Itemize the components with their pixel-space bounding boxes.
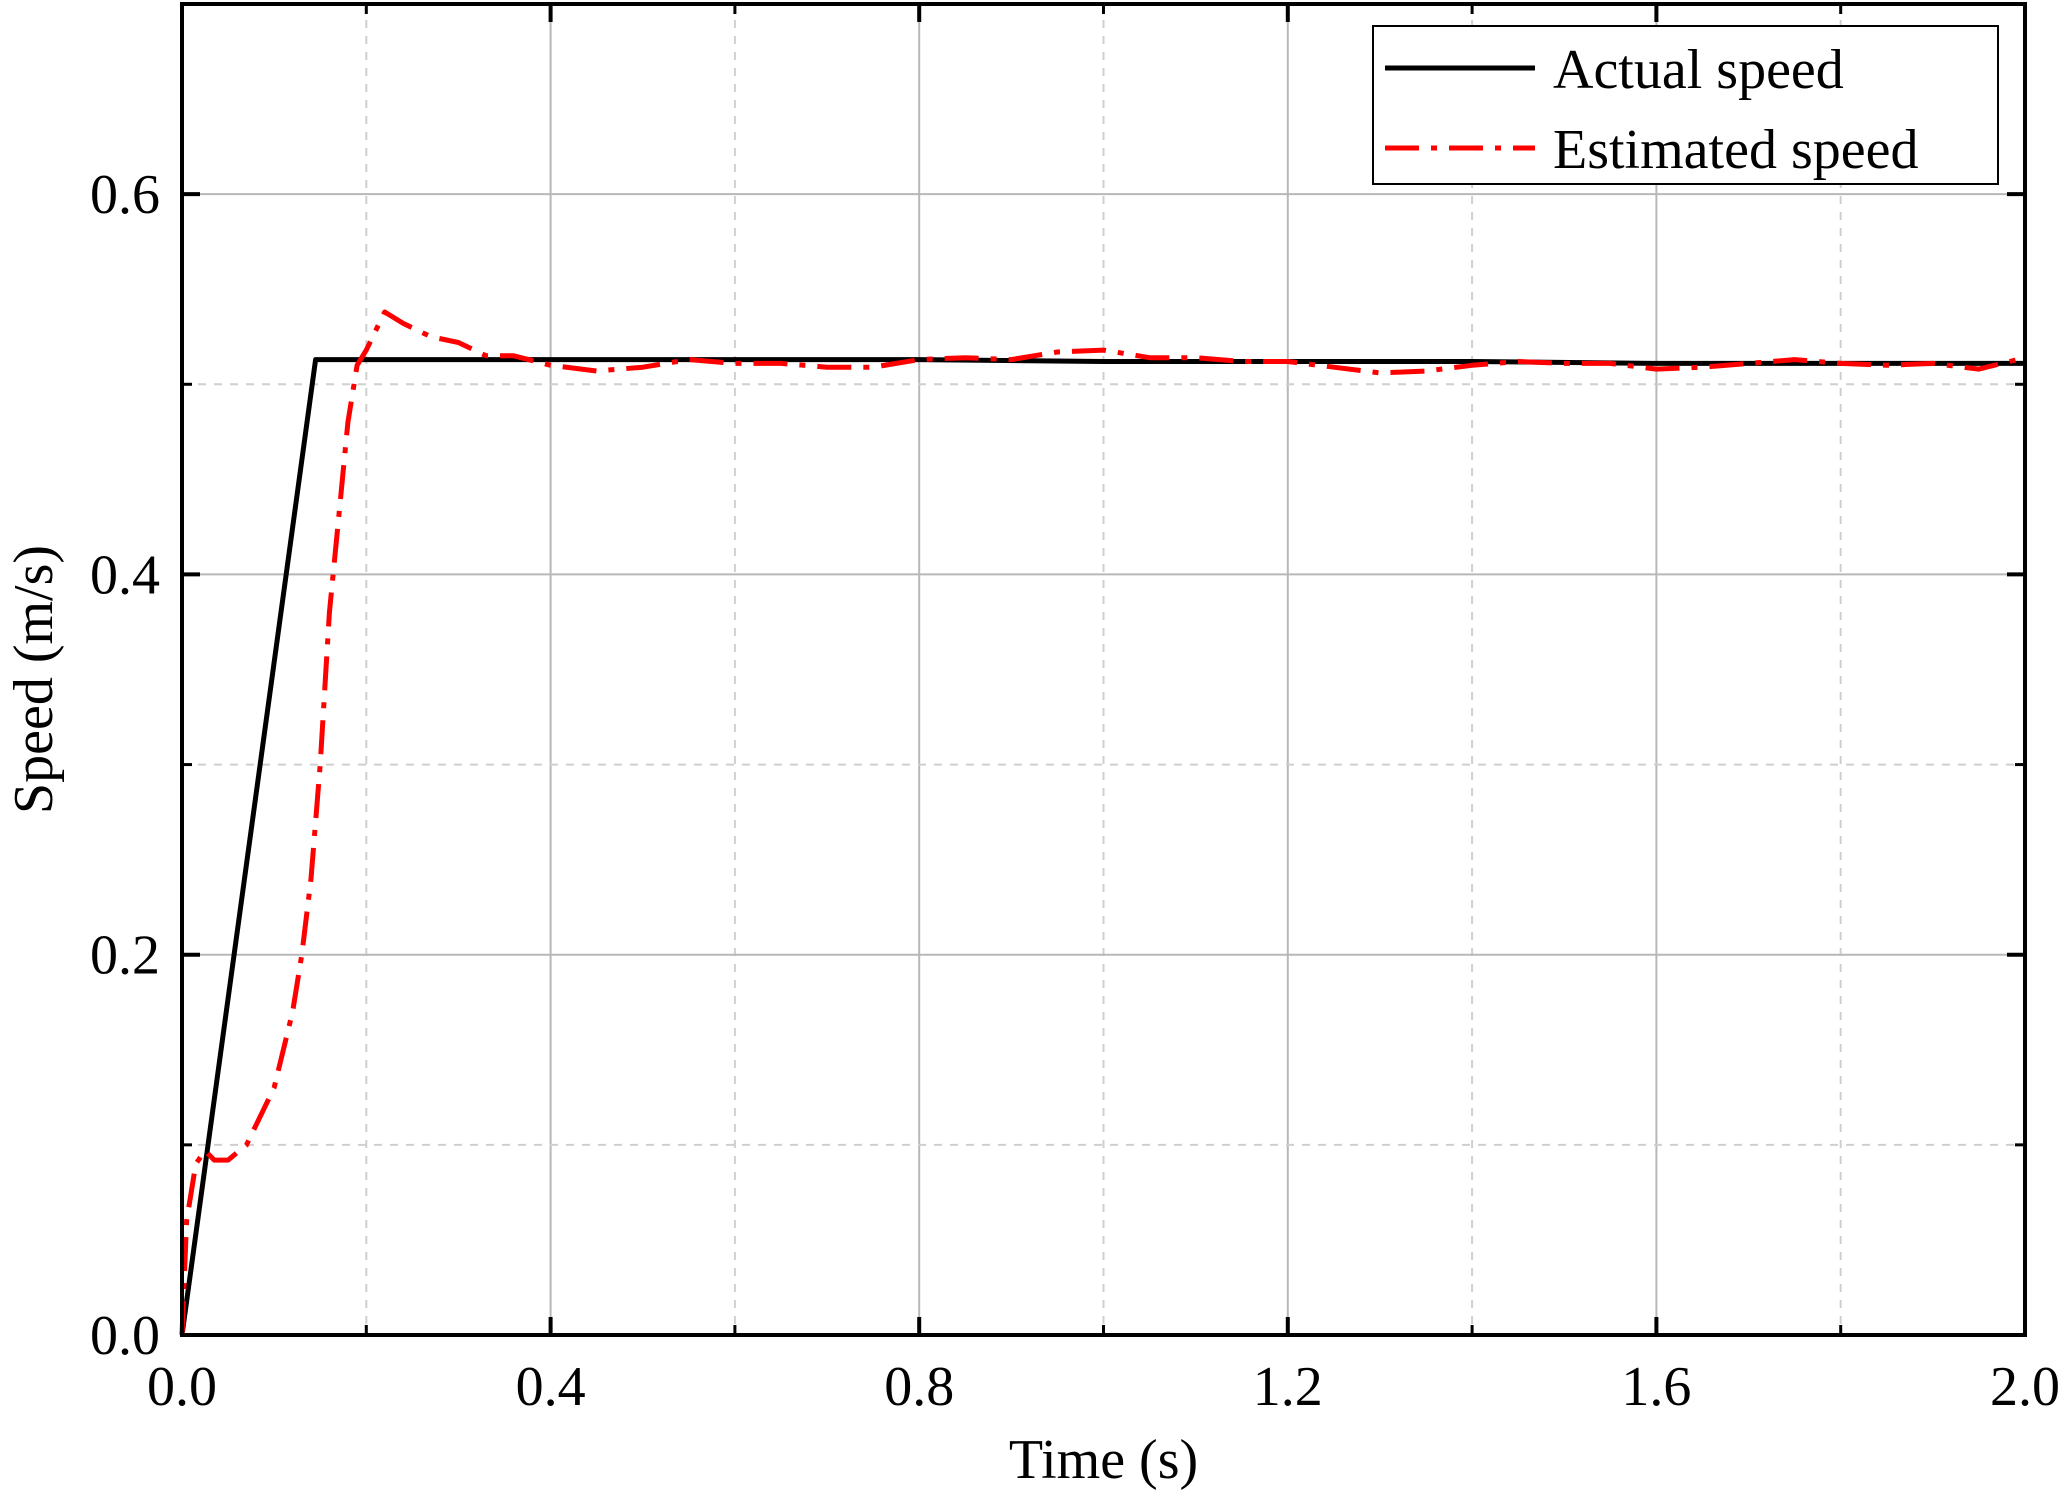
x-tick-label: 0.4 [516,1356,586,1418]
x-tick-label: 1.2 [1253,1356,1323,1418]
y-tick-label: 0.0 [90,1305,160,1367]
x-tick-label: 0.8 [884,1356,954,1418]
y-tick-label: 0.6 [90,164,160,226]
legend-box [1372,25,1999,185]
x-axis-label: Time (s) [1009,1429,1198,1491]
y-axis-label: Speed (m/s) [3,545,65,814]
y-tick-labels: 0.0 0.2 0.4 0.6 [90,164,160,1367]
legend-label-estimated-speed: Estimated speed [1553,119,1918,181]
series-lines [179,309,2026,1336]
grid [182,4,2025,1335]
y-tick-label: 0.4 [90,544,160,606]
x-tick-label: 0.0 [147,1356,217,1418]
axis-ticks [180,4,2027,1337]
x-tick-labels: 0.0 0.4 0.8 1.2 1.6 2.0 [147,1356,2060,1418]
legend-label-actual-speed: Actual speed [1553,39,1844,101]
x-tick-label: 2.0 [1990,1356,2060,1418]
series-line-estimated-speed [179,309,2026,1336]
x-tick-label: 1.6 [1621,1356,1691,1418]
legend: Actual speed Estimated speed [1372,25,1999,185]
y-tick-label: 0.2 [90,925,160,987]
